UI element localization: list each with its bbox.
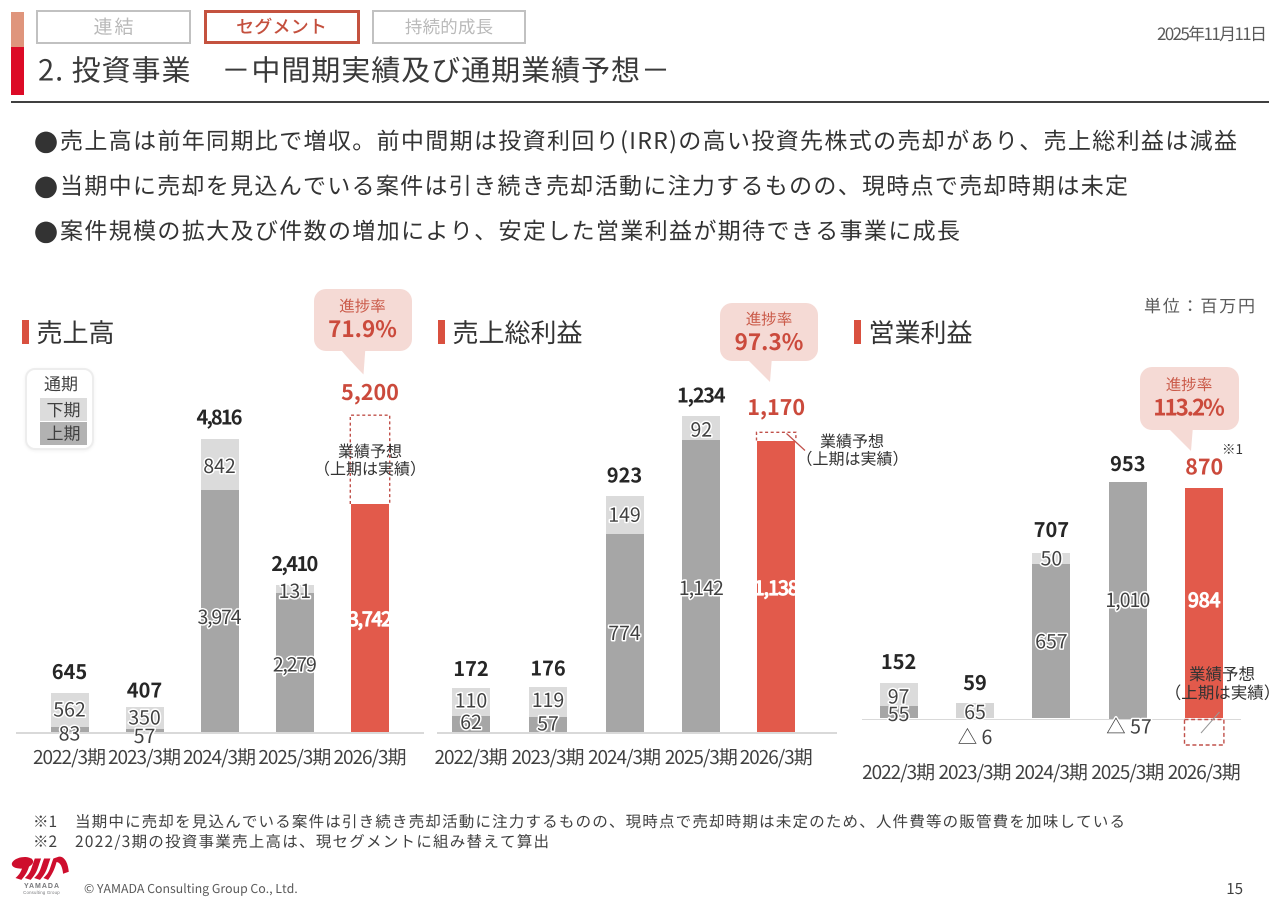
svg-text:Consulting Group: Consulting Group bbox=[23, 890, 60, 895]
svg-text:YAMADA: YAMADA bbox=[24, 883, 60, 890]
